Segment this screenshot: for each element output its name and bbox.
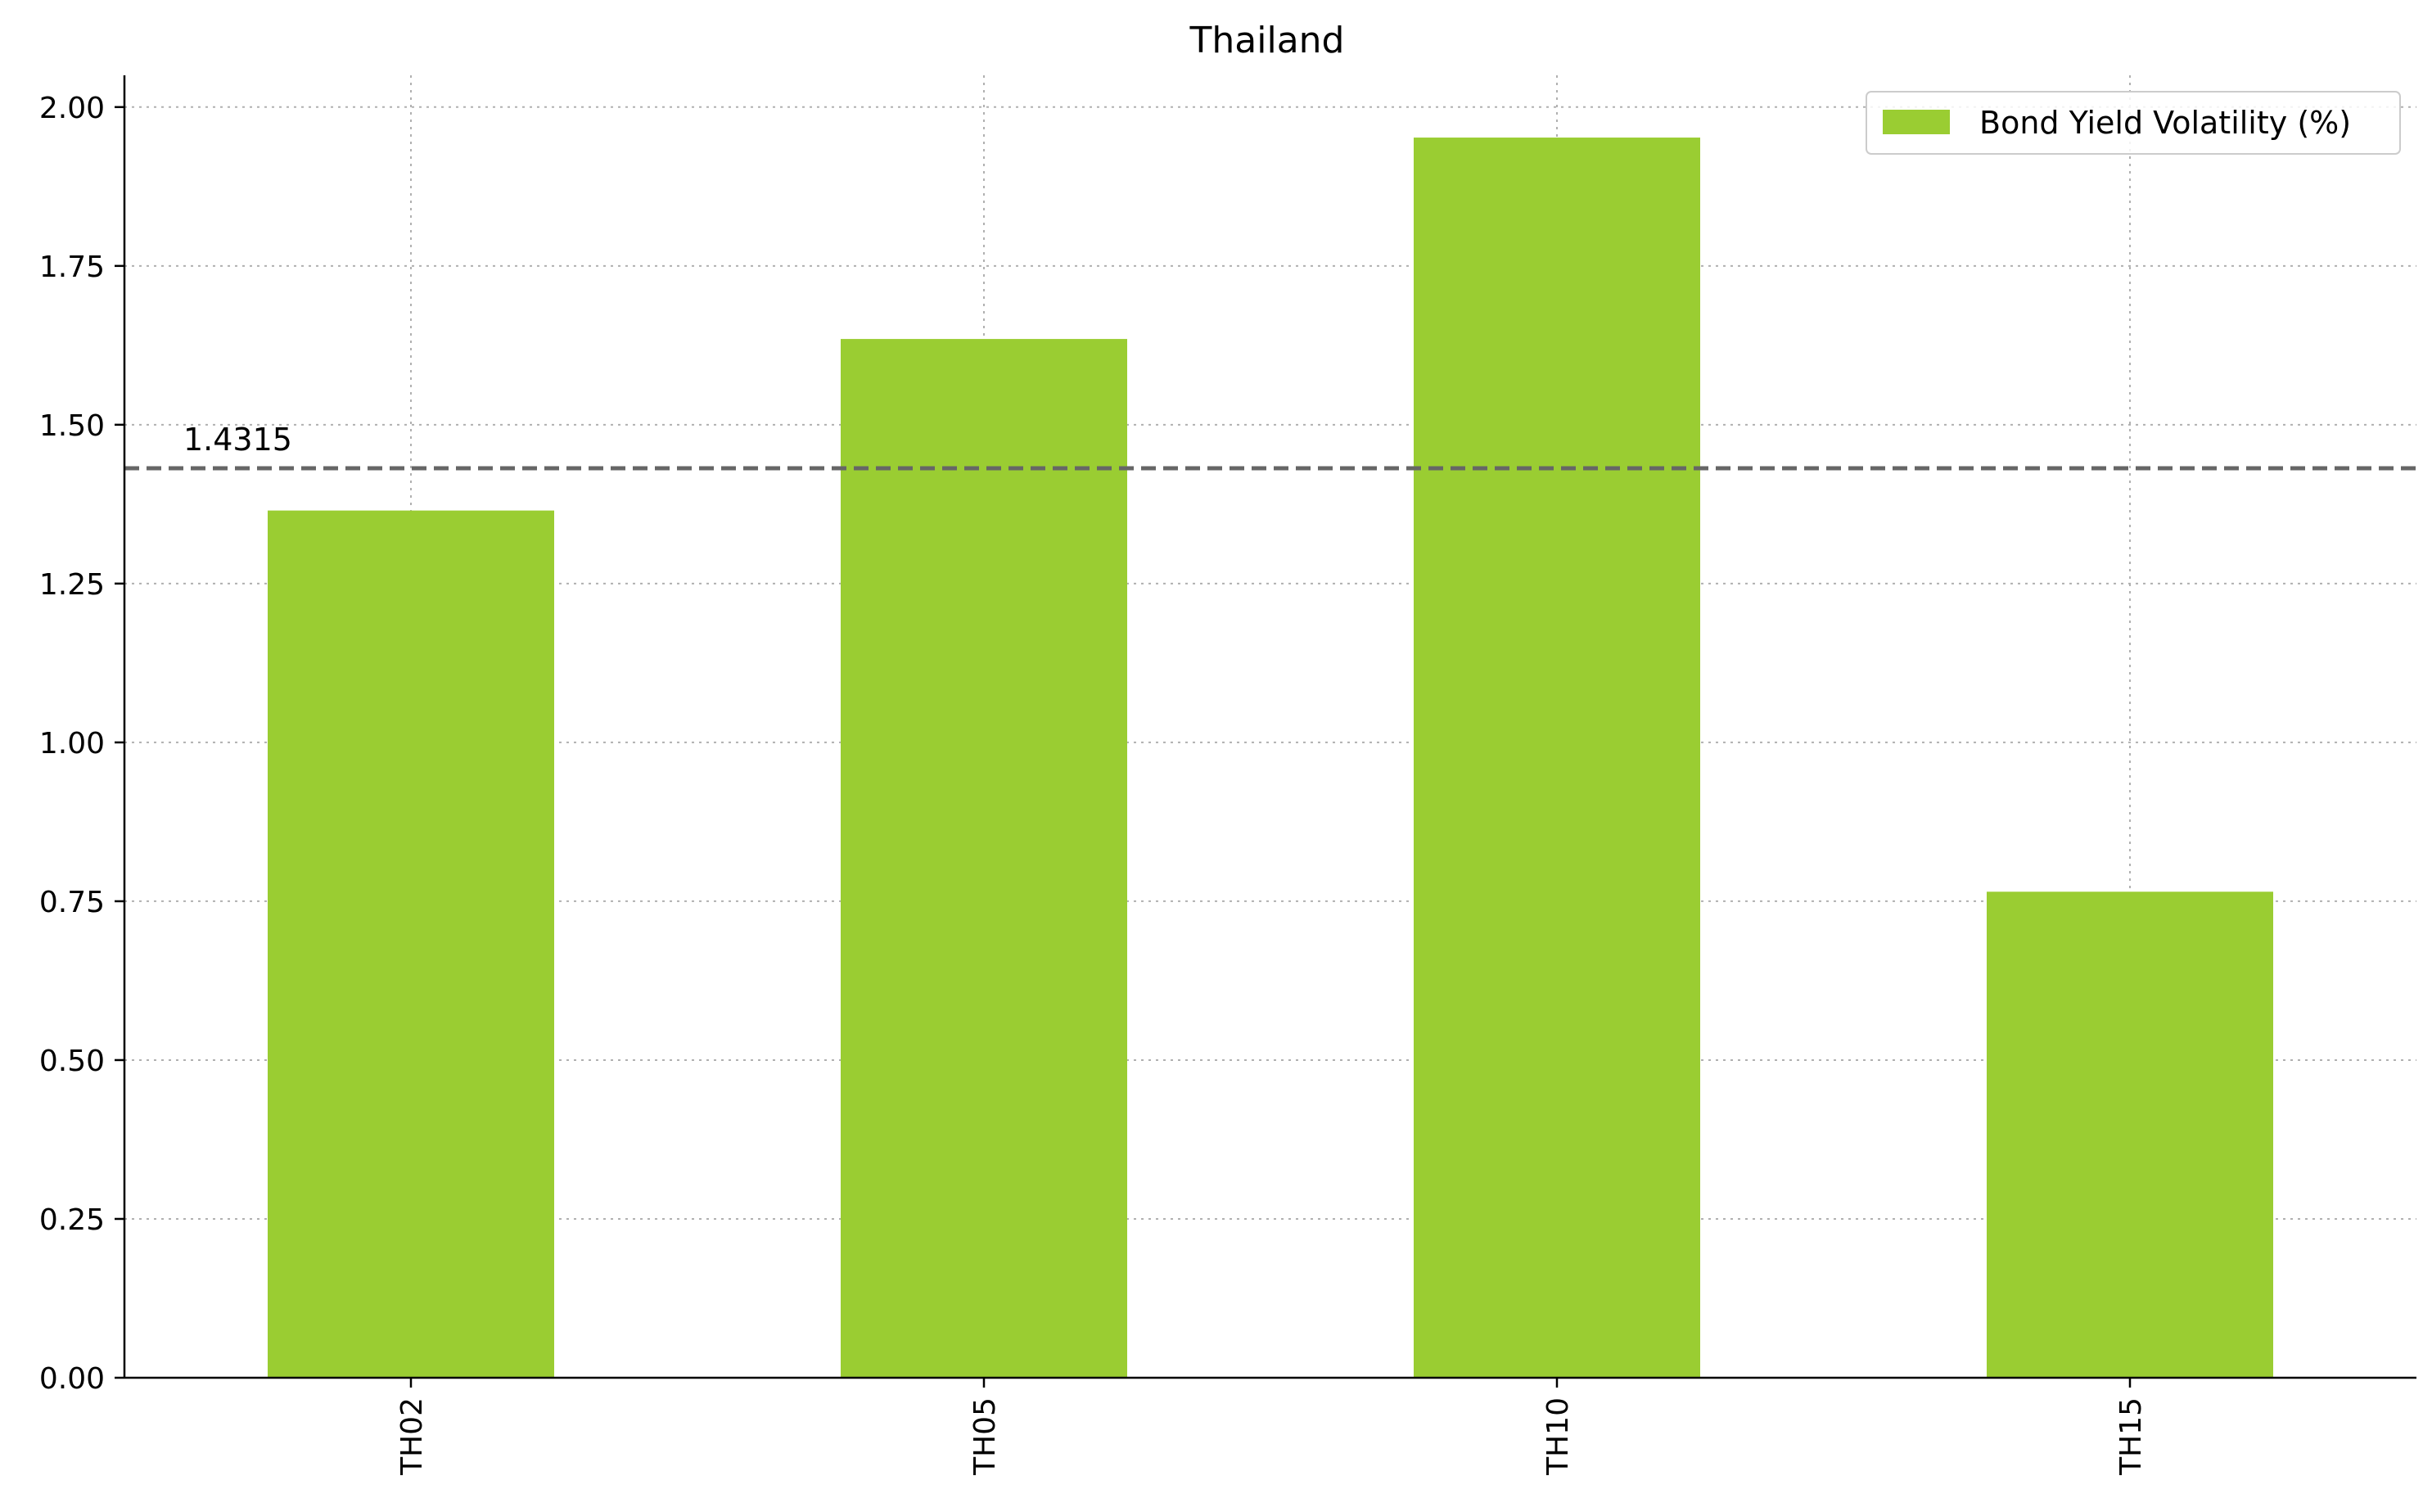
bars (268, 138, 2273, 1379)
y-tick-label: 1.50 (39, 409, 105, 443)
bar-th05 (841, 339, 1127, 1379)
axes: 0.00 0.25 0.50 0.75 1.00 1.25 1.50 1.75 2.00 TH02… (39, 75, 2416, 1476)
y-tick-label: 2.00 (39, 92, 105, 125)
bar-th10 (1414, 138, 1700, 1378)
y-tick-label: 0.50 (39, 1045, 105, 1078)
x-tick-label-th02: TH02 (395, 1397, 429, 1476)
y-tick-label: 1.25 (39, 568, 105, 602)
reference-line-group: 1.4315 (124, 422, 2416, 471)
y-tick-label: 0.00 (39, 1362, 105, 1396)
bar-th02 (268, 510, 554, 1378)
legend-label: Bond Yield Volatility (%) (1979, 105, 2351, 141)
x-tick-label-th15: TH15 (2114, 1397, 2148, 1476)
chart-title: Thailand (1189, 20, 1345, 61)
y-tick-label: 0.25 (39, 1203, 105, 1237)
x-tick-label-th10: TH10 (1541, 1397, 1575, 1476)
legend-swatch (1883, 110, 1950, 134)
legend-box (1866, 91, 2401, 155)
bar-th15 (1987, 891, 2273, 1378)
legend: Bond Yield Volatility (%) (1866, 91, 2401, 155)
y-tick-label: 1.75 (39, 250, 105, 284)
y-tick-label: 1.00 (39, 727, 105, 761)
x-tick-label-th05: TH05 (968, 1397, 1002, 1476)
y-tick-label: 0.75 (39, 886, 105, 919)
reference-line-label: 1.4315 (183, 422, 292, 458)
